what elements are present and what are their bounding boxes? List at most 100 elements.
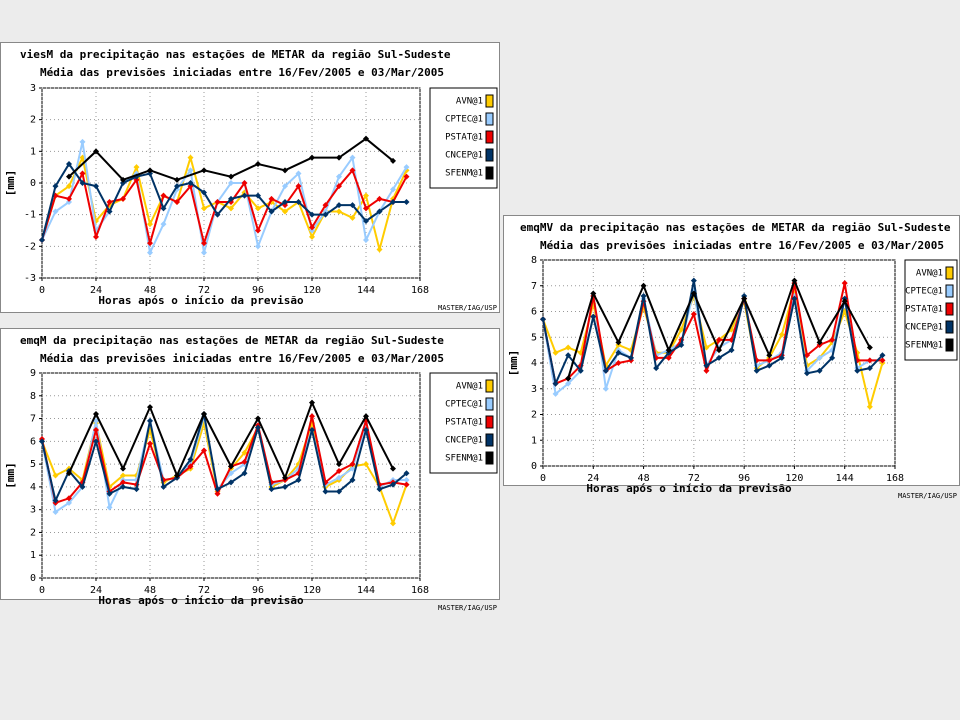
x-tick-label: 168 (886, 473, 904, 484)
y-tick-label: 8 (30, 391, 36, 402)
point (741, 295, 748, 302)
point (854, 367, 861, 374)
x-axis-label: Horas após o início da previsão (98, 594, 304, 607)
point (93, 233, 99, 240)
point (565, 375, 572, 382)
point (879, 352, 886, 359)
point (376, 246, 383, 253)
point (214, 486, 221, 493)
chart-subtitle: Média das previsões iniciadas entre 16/F… (40, 352, 444, 365)
chart-title: viesM da precipitação nas estações de ME… (20, 48, 451, 61)
point (255, 243, 261, 250)
point (690, 277, 697, 284)
point (363, 461, 369, 468)
x-axis-label: Horas após o início da previsão (98, 294, 304, 307)
point (716, 336, 722, 343)
point (255, 192, 261, 199)
point (602, 385, 609, 392)
x-tick-label: 0 (39, 285, 45, 296)
point (241, 449, 248, 456)
credit: MASTER/IAG/USP (438, 304, 497, 312)
point (552, 380, 559, 387)
point (106, 208, 113, 215)
y-tick-label: 9 (30, 368, 36, 379)
legend-swatch (485, 415, 494, 429)
point (241, 458, 248, 465)
point (552, 349, 559, 356)
point (228, 173, 234, 180)
point (228, 180, 234, 186)
point (565, 344, 572, 351)
chart-title: emqM da precipitação nas estações de MET… (20, 334, 444, 347)
y-tick-label: 4 (30, 482, 36, 493)
point (39, 438, 45, 445)
legend-label: AVN@1 (456, 382, 483, 392)
point (615, 349, 622, 356)
point (66, 495, 72, 502)
x-tick-label: 72 (198, 285, 210, 296)
point (349, 154, 356, 161)
point (66, 199, 72, 205)
point (174, 183, 180, 190)
y-axis-label: [mm] (507, 350, 520, 377)
x-tick-label: 72 (688, 473, 700, 484)
point (716, 347, 722, 354)
point (147, 240, 153, 247)
legend-label: CNCEP@1 (905, 323, 943, 333)
point (309, 227, 315, 234)
point (187, 154, 194, 161)
legend-swatch (485, 379, 494, 393)
point (678, 341, 685, 348)
point (390, 186, 396, 193)
point (214, 211, 221, 218)
point (120, 483, 126, 490)
point (52, 183, 59, 190)
y-tick-label: 3 (531, 384, 537, 395)
point (309, 233, 315, 240)
y-tick-label: 0 (531, 461, 537, 472)
point (309, 413, 315, 420)
point (363, 135, 369, 142)
point (403, 199, 410, 205)
point (241, 192, 248, 199)
y-tick-label: 2 (531, 410, 537, 421)
x-tick-label: 144 (357, 585, 375, 596)
point (336, 183, 342, 190)
point (816, 354, 823, 361)
point (349, 461, 356, 468)
point (390, 481, 396, 488)
point (866, 365, 873, 372)
legend-swatch (485, 397, 494, 411)
legend-swatch (485, 148, 494, 162)
x-tick-label: 120 (785, 473, 803, 484)
legend-label: PSTAT@1 (445, 418, 483, 428)
point (160, 205, 167, 212)
y-tick-label: 6 (531, 307, 537, 318)
point (336, 474, 342, 481)
point (336, 154, 342, 161)
point (228, 463, 234, 470)
point (133, 164, 140, 171)
point (187, 456, 194, 463)
point (390, 465, 396, 472)
point (187, 180, 194, 186)
point (268, 208, 275, 215)
point (93, 183, 99, 190)
x-tick-label: 48 (144, 585, 156, 596)
y-tick-label: 1 (531, 435, 537, 446)
point (349, 477, 356, 484)
point (577, 367, 584, 374)
point (66, 173, 72, 180)
point (376, 195, 383, 202)
legend-swatch (945, 320, 954, 334)
point (147, 221, 153, 228)
point (322, 211, 329, 218)
point (147, 249, 153, 256)
legend-label: CNCEP@1 (445, 151, 483, 161)
point (363, 237, 369, 243)
point (336, 202, 342, 209)
legend-swatch (945, 284, 954, 298)
point (690, 311, 697, 318)
point (778, 331, 785, 338)
legend-swatch (485, 94, 494, 108)
